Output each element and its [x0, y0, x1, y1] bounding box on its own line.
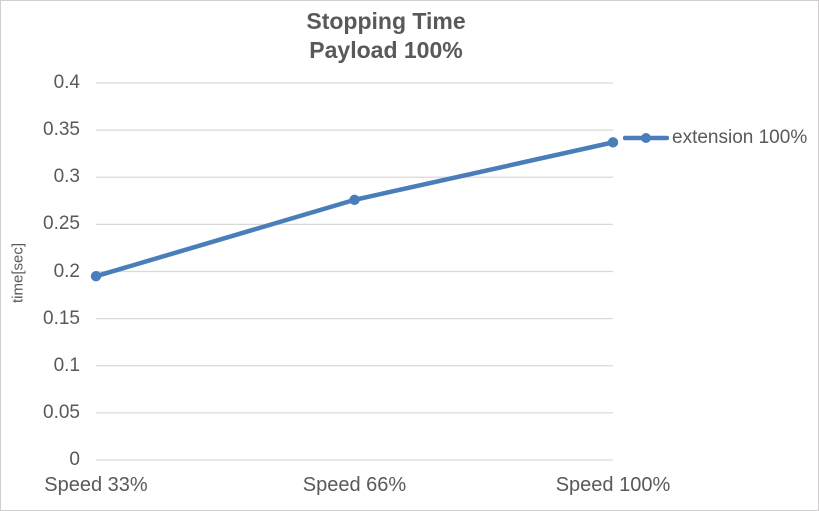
data-point-marker — [90, 271, 102, 282]
y-tick-label: 0.15 — [43, 307, 80, 329]
chart-title-line2: Payload 100% — [309, 37, 463, 63]
chart-title-line1: Stopping Time — [306, 8, 466, 34]
chart-title: Stopping Time Payload 100% — [306, 7, 465, 65]
y-tick-label: 0 — [69, 449, 80, 470]
y-tick-label: 0.25 — [43, 213, 80, 235]
y-tick-label: 0.05 — [43, 401, 80, 423]
data-point-marker — [349, 194, 360, 206]
data-point-marker — [607, 137, 619, 148]
y-tick-label: 0.3 — [53, 166, 80, 188]
y-tick-label: 0.35 — [43, 119, 80, 141]
y-tick-label: 0.4 — [53, 72, 80, 93]
y-tick-label: 0.1 — [53, 354, 80, 376]
legend: extension 100% — [623, 125, 807, 151]
legend-line-marker-icon — [623, 133, 669, 143]
x-category-label: Speed 33% — [44, 474, 148, 496]
series-line — [93, 140, 616, 279]
legend-label: extension 100% — [672, 127, 808, 148]
y-tick-label: 0.2 — [53, 260, 80, 282]
x-category-label: Speed 100% — [555, 474, 671, 496]
x-category-label: Speed 66% — [302, 474, 407, 496]
